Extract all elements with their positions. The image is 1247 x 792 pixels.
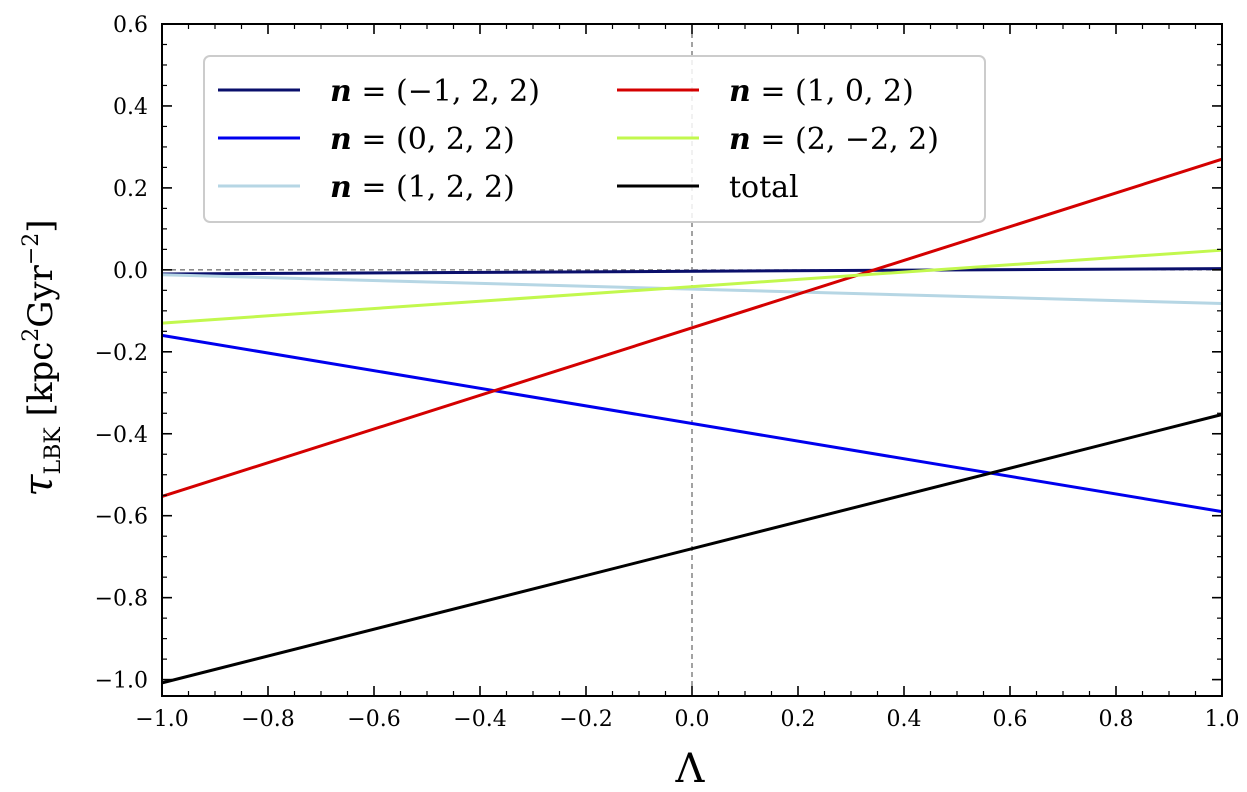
x-tick-label: −0.6 (347, 707, 400, 732)
y-tick-label: 0.4 (113, 95, 148, 120)
x-axis-title: Λ (675, 746, 706, 792)
legend-equals: = (−1, 2, 2) (352, 74, 540, 109)
legend-vector-symbol: n (330, 74, 352, 109)
y-axis-unit-mid: Gyr (21, 264, 61, 327)
series-line-2 (161, 273, 1223, 305)
x-tick-label: 0.8 (1099, 707, 1134, 732)
x-tick-label: −0.2 (559, 707, 612, 732)
legend-vector-symbol: n (330, 170, 352, 205)
y-tick-label: −0.4 (95, 423, 148, 448)
legend-entry-label: n = (2, −2, 2) (729, 122, 939, 157)
series-line-5 (161, 413, 1223, 685)
y-axis-unit-close: ] (21, 219, 61, 232)
y-tick-label: −1.0 (95, 669, 148, 694)
legend-equals: = (1, 2, 2) (352, 170, 515, 205)
legend-equals: = (0, 2, 2) (352, 122, 515, 157)
y-axis-unit-sup2: −2 (19, 233, 44, 265)
x-tick-label: 0.4 (887, 707, 922, 732)
y-tick-label: 0.0 (113, 259, 148, 284)
plot-frame (161, 23, 1223, 697)
legend-entry-label: n = (0, 2, 2) (330, 122, 515, 157)
legend-vector-symbol: n (729, 122, 751, 157)
y-tick-label: −0.8 (95, 587, 148, 612)
series-line-1 (161, 333, 1223, 514)
plot-area (161, 24, 1223, 696)
series-line-0 (161, 267, 1223, 276)
legend-equals: = (1, 0, 2) (751, 74, 914, 109)
legend-entry-label: total (729, 170, 799, 205)
y-axis-title: τLBK [kpc2Gyr−2] (16, 219, 66, 496)
y-tick-label: 0.2 (113, 177, 148, 202)
legend-vector-symbol: n (330, 122, 352, 157)
legend-vector-symbol: n (729, 74, 751, 109)
legend-entry-label: n = (−1, 2, 2) (330, 74, 540, 109)
legend: n = (−1, 2, 2)n = (0, 2, 2)n = (1, 2, 2)… (203, 55, 986, 223)
y-tick-label: −0.2 (95, 341, 148, 366)
y-tick-label: 0.6 (113, 13, 148, 38)
series-line-4 (161, 248, 1223, 325)
y-axis-unit-open: [kpc (21, 342, 61, 427)
y-axis-subscript: LBK (41, 427, 66, 475)
x-tick-label: −1.0 (135, 707, 188, 732)
legend-box (203, 55, 986, 223)
y-axis-unit-sup1: 2 (19, 328, 44, 342)
legend-equals: = (2, −2, 2) (751, 122, 939, 157)
x-tick-label: −0.4 (453, 707, 506, 732)
x-tick-label: 0.0 (675, 707, 710, 732)
x-tick-label: 1.0 (1205, 707, 1240, 732)
x-tick-label: −0.8 (241, 707, 294, 732)
y-tick-label: −0.6 (95, 505, 148, 530)
tick-labels: −1.0 −0.8 −0.6 −0.4 −0.2 0.0 0.2 0.4 0.6 0.8 1.0 −1… (95, 13, 1240, 732)
series-line-3 (161, 157, 1223, 498)
legend-entry-label: n = (1, 0, 2) (729, 74, 914, 109)
x-tick-label: 0.2 (781, 707, 816, 732)
legend-entry-label: n = (1, 2, 2) (330, 170, 515, 205)
x-tick-label: 0.6 (993, 707, 1028, 732)
y-axis-symbol: τ (16, 474, 62, 497)
